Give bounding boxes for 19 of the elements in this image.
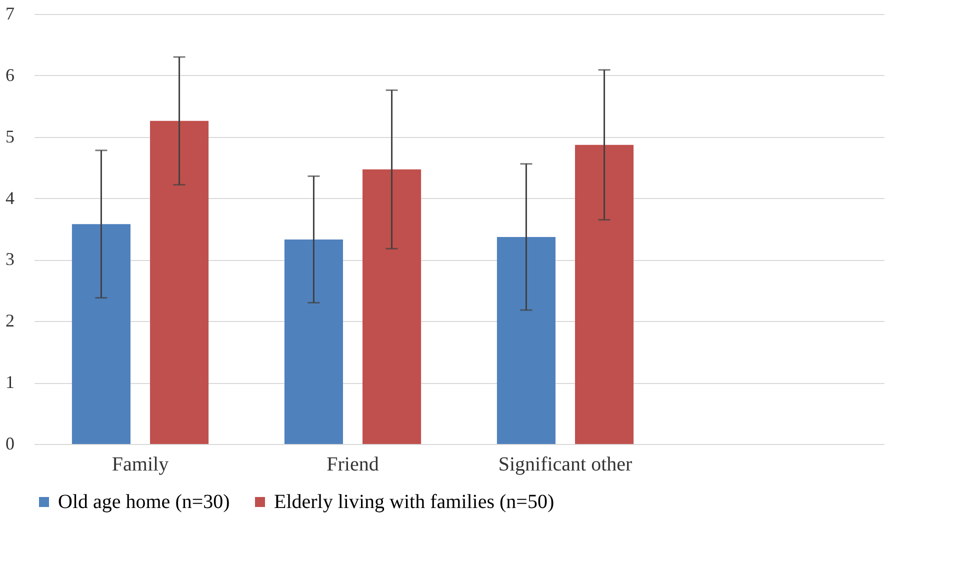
x-tick-label: Significant other: [498, 454, 633, 476]
y-tick-label: 0: [6, 434, 14, 454]
y-tick-label: 2: [6, 310, 14, 331]
bar: [72, 224, 130, 444]
y-tick-label: 7: [6, 4, 14, 24]
bar: [575, 144, 634, 444]
legend-label: Elderly living with families (n=50): [274, 491, 554, 513]
legend-label: Old age home (n=30): [58, 491, 230, 513]
y-tick-label: 5: [6, 126, 14, 146]
y-tick-label: 6: [6, 64, 14, 85]
y-tick-label: 1: [6, 372, 14, 392]
bar: [496, 236, 556, 444]
y-tick-label: 3: [6, 249, 14, 270]
x-tick-label: Family: [112, 454, 169, 476]
bar: [362, 169, 422, 444]
x-tick-label: Friend: [326, 454, 379, 476]
bar: [284, 239, 343, 444]
bar: [150, 120, 209, 444]
y-tick-label: 4: [6, 188, 14, 208]
